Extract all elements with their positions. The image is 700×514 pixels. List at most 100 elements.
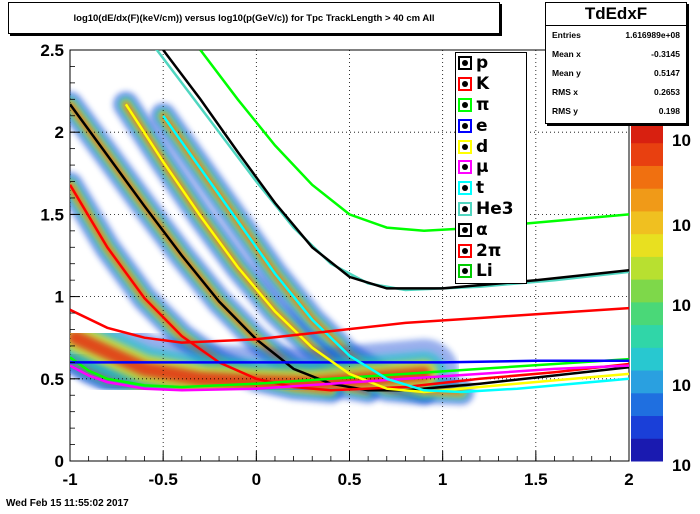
y-tick-label: 1 [55,288,64,307]
palette-cell [631,120,663,144]
y-tick-label: 0 [55,452,64,471]
legend-item: μ [456,157,526,178]
series-line-α [162,50,629,290]
stats-row: Mean y 0.5147 [546,64,686,83]
palette-label: 10 [672,376,691,395]
stats-row: RMS y 0.198 [546,102,686,121]
legend-label: α [476,219,488,240]
legend-dot [462,247,468,254]
palette-cell [631,438,663,462]
stats-row: Entries 1.616989e+08 [546,26,686,45]
stats-value: 1.616989e+08 [625,30,680,40]
series-line-μ [70,364,629,392]
stats-label: Entries [552,30,581,40]
legend-label: π [476,94,490,115]
legend-item: d [456,136,526,157]
stats-label: Mean y [552,68,581,78]
palette-cell [631,210,663,235]
stats-label: Mean x [552,49,581,59]
series-line-e [70,359,629,364]
series-line-p [70,103,629,392]
y-tick-label: 0.5 [40,370,64,389]
legend-label: He3 [476,198,514,219]
legend-marker [458,243,472,258]
legend-item: p [456,53,526,74]
legend-dot [462,143,468,150]
legend-marker [458,222,472,237]
legend-item: e [456,115,526,136]
legend-item: t [456,178,526,199]
x-tick-label: 0 [252,470,261,489]
series-line-π [70,356,629,389]
palette-cell [631,392,663,417]
stats-value: 0.2653 [654,87,680,97]
palette-cell [631,415,663,439]
legend-marker [458,139,472,154]
palette-cell [631,188,663,212]
legend-marker [458,118,472,133]
legend-label: Li [476,261,493,282]
x-tick-label: -1 [62,470,77,489]
legend-label: d [476,136,489,157]
legend-label: μ [476,157,489,178]
datestamp: Wed Feb 15 11:55:02 2017 [6,498,129,509]
stats-label: RMS y [552,106,578,116]
palette-label: 10 [672,296,691,315]
legend-item: He3 [456,199,526,220]
stats-label: RMS x [552,87,578,97]
palette-label: 10 [672,216,691,235]
stats-box: TdEdxF Entries 1.616989e+08 Mean x -0.3145 M… [545,2,687,124]
legend-marker [458,97,472,112]
legend-item: K [456,74,526,95]
legend-dot [462,122,468,129]
legend-label: e [476,115,488,136]
legend-item: 2π [456,240,526,261]
legend-dot [462,164,468,171]
legend-marker [458,201,472,216]
palette-label: 10 [672,456,691,475]
legend-dot [462,226,468,233]
palette-cell [631,370,663,394]
legend-label: 2π [476,240,502,261]
legend-label: K [476,74,490,95]
stats-value: -0.3145 [651,49,680,59]
stats-row: RMS x 0.2653 [546,83,686,102]
y-tick-label: 2 [55,123,64,142]
x-tick-label: 1 [438,470,447,489]
legend-dot [462,185,468,192]
palette-cell [631,301,663,326]
legend-marker [458,264,472,279]
stats-row: Mean x -0.3145 [546,45,686,64]
y-tick-label: 2.5 [40,41,64,60]
legend-item: Li [456,261,526,282]
palette-cell [631,142,663,166]
legend-label: t [476,178,485,199]
series-line-d [124,103,629,394]
series-line-t [162,115,629,394]
legend-item: π [456,95,526,116]
legend-dot [462,60,468,67]
chart-title: log10(dE/dx(F)(keV/cm)) versus log10(p(G… [8,2,500,34]
x-tick-label: -0.5 [149,470,178,489]
legend-dot [462,268,468,275]
legend-dot [462,205,468,212]
palette-cell [631,279,663,303]
palette-cell [631,165,663,189]
y-tick-label: 1.5 [40,205,64,224]
x-tick-label: 2 [624,470,633,489]
palette-cell [631,324,663,348]
stats-value: 0.198 [658,106,680,116]
legend-item: α [456,219,526,240]
legend-marker [458,56,472,71]
legend-marker [458,77,472,92]
legend-marker [458,181,472,196]
series-line-2π [70,306,629,344]
x-tick-label: 1.5 [524,470,548,489]
palette-cell [631,233,663,257]
legend-marker [458,160,472,175]
x-tick-label: 0.5 [338,470,362,489]
palette-cell [631,256,663,280]
palette-cell [631,347,663,371]
